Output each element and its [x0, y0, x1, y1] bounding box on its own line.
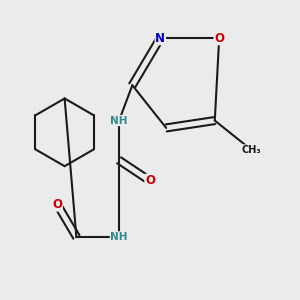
Text: N: N — [155, 32, 165, 45]
Text: NH: NH — [110, 116, 128, 126]
Text: CH₃: CH₃ — [242, 145, 261, 155]
Text: O: O — [52, 198, 62, 211]
Text: O: O — [214, 32, 224, 45]
Text: NH: NH — [110, 232, 128, 242]
Text: O: O — [145, 174, 155, 188]
